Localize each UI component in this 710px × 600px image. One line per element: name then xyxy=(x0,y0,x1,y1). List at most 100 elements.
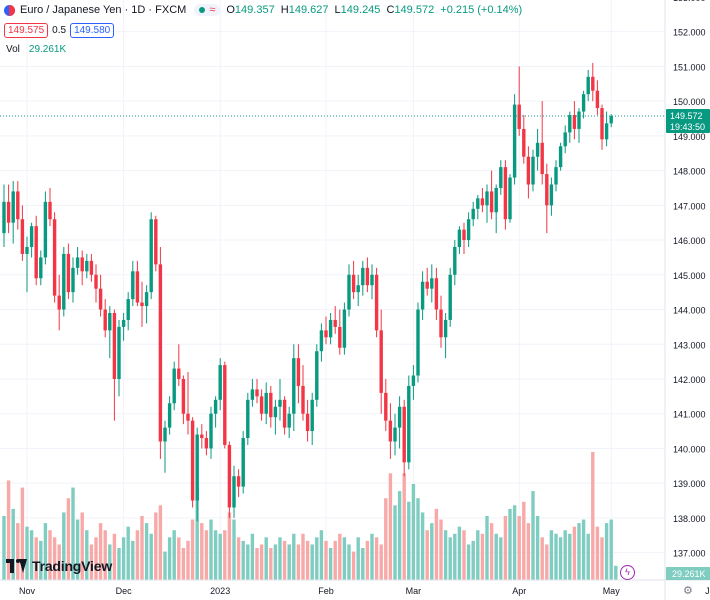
volume-bar xyxy=(287,544,291,580)
volume-bar xyxy=(494,533,498,580)
candle-body xyxy=(388,420,393,442)
volume-bar xyxy=(430,523,434,580)
spread-value: 0.5 xyxy=(52,25,67,36)
status-dot-icon xyxy=(199,7,206,13)
time-tick-label: Dec xyxy=(116,586,133,596)
volume-bar xyxy=(94,537,98,580)
volume-bar xyxy=(259,544,264,580)
volume-bar xyxy=(462,530,466,580)
volume-bar xyxy=(328,548,333,580)
candle-body xyxy=(39,257,43,279)
candle-body xyxy=(402,406,406,463)
price-axis[interactable]: 153.000 152.000 151.000 150.000 149.000 148.0… xyxy=(664,0,706,600)
candle-body xyxy=(80,257,84,272)
symbol-button[interactable]: Euro / Japanese Yen · 1D · FXCM xyxy=(4,4,186,16)
volume-bar xyxy=(554,533,558,580)
candlesticks xyxy=(2,62,613,522)
volume-bar xyxy=(75,519,80,580)
volume-bar xyxy=(34,537,38,580)
candle-body xyxy=(365,267,370,286)
candle-body xyxy=(374,274,379,331)
volume-bar xyxy=(425,530,429,580)
volume-bar xyxy=(480,533,485,580)
candle-body xyxy=(195,434,199,501)
volume-bar xyxy=(236,537,241,580)
candle-body xyxy=(581,94,586,112)
volume-bar xyxy=(296,544,301,580)
volume-bar xyxy=(333,540,337,580)
last-price-box xyxy=(666,109,710,134)
volume-bar xyxy=(181,548,186,580)
volume-bar xyxy=(177,537,181,580)
candle-body xyxy=(522,128,526,157)
flash-icon[interactable]: ϟ xyxy=(620,565,635,580)
candle-body xyxy=(227,444,232,508)
volume-bar xyxy=(126,526,130,580)
volume-bar xyxy=(117,548,121,580)
volume-bar xyxy=(121,537,126,580)
volume-bar xyxy=(485,516,489,580)
candle-body xyxy=(241,438,245,487)
price-tick-label: 142.000 xyxy=(673,375,706,385)
volume-bar xyxy=(29,530,34,580)
volume-bar xyxy=(365,540,370,580)
candle-body xyxy=(485,191,489,206)
candle-body xyxy=(75,257,80,268)
volume-bar xyxy=(453,533,457,580)
time-axis[interactable]: Nov Dec 2023 Feb Mar Apr May Jun xyxy=(0,579,710,596)
close-key: C xyxy=(386,4,395,16)
candle-body xyxy=(407,385,411,463)
volume-bar xyxy=(379,544,383,580)
candle-body xyxy=(52,219,57,296)
candle-body xyxy=(163,427,167,442)
volume-bar xyxy=(586,533,590,580)
volume-bar xyxy=(347,544,351,580)
candle-body xyxy=(439,309,443,338)
candle-body xyxy=(259,396,264,414)
candle-body xyxy=(503,167,508,220)
sell-button[interactable]: 149.575 xyxy=(4,23,49,38)
tradingview-logo[interactable]: TradingView xyxy=(6,558,112,574)
volume-bar xyxy=(416,498,420,580)
candle-body xyxy=(425,281,429,289)
volume-bar xyxy=(108,544,112,580)
candle-body xyxy=(333,319,337,327)
volume-bar xyxy=(499,537,503,580)
volume-bar xyxy=(186,540,190,580)
market-status-badge[interactable]: ≈ xyxy=(194,4,221,16)
volume-bar xyxy=(563,530,567,580)
price-tick-label: 143.000 xyxy=(673,340,706,350)
candle-body xyxy=(43,201,48,258)
volume-bar xyxy=(388,473,393,580)
candle-body xyxy=(190,420,195,501)
gear-icon[interactable]: ⚙ xyxy=(683,585,693,597)
volume-bar xyxy=(52,537,57,580)
volume-bar xyxy=(411,484,416,580)
candle-body xyxy=(144,292,149,307)
volume-bar xyxy=(200,523,204,580)
volume-bar xyxy=(190,519,195,580)
high-value: 149.627 xyxy=(288,4,329,16)
time-tick-label: Nov xyxy=(19,586,36,596)
price-tick-label: 138.000 xyxy=(673,514,706,524)
volume-bar xyxy=(402,473,406,580)
volume-bar xyxy=(503,516,508,580)
buy-button[interactable]: 149.580 xyxy=(70,23,115,38)
volume-bar xyxy=(62,512,66,580)
candle-body xyxy=(328,319,333,338)
volume-bar xyxy=(595,526,600,580)
volume-bar xyxy=(351,551,356,580)
candle-body xyxy=(94,274,98,289)
volume-bar xyxy=(540,537,544,580)
candle-body xyxy=(420,281,425,310)
volume-bar xyxy=(517,516,521,580)
volume-bar xyxy=(195,487,199,580)
volume-bar xyxy=(232,519,236,580)
volume-bar xyxy=(434,508,439,580)
volume-bar xyxy=(581,519,586,580)
candle-body xyxy=(85,260,89,272)
candle-body xyxy=(545,174,549,206)
volume-label[interactable]: Vol xyxy=(6,44,20,55)
candle-body xyxy=(108,312,112,331)
